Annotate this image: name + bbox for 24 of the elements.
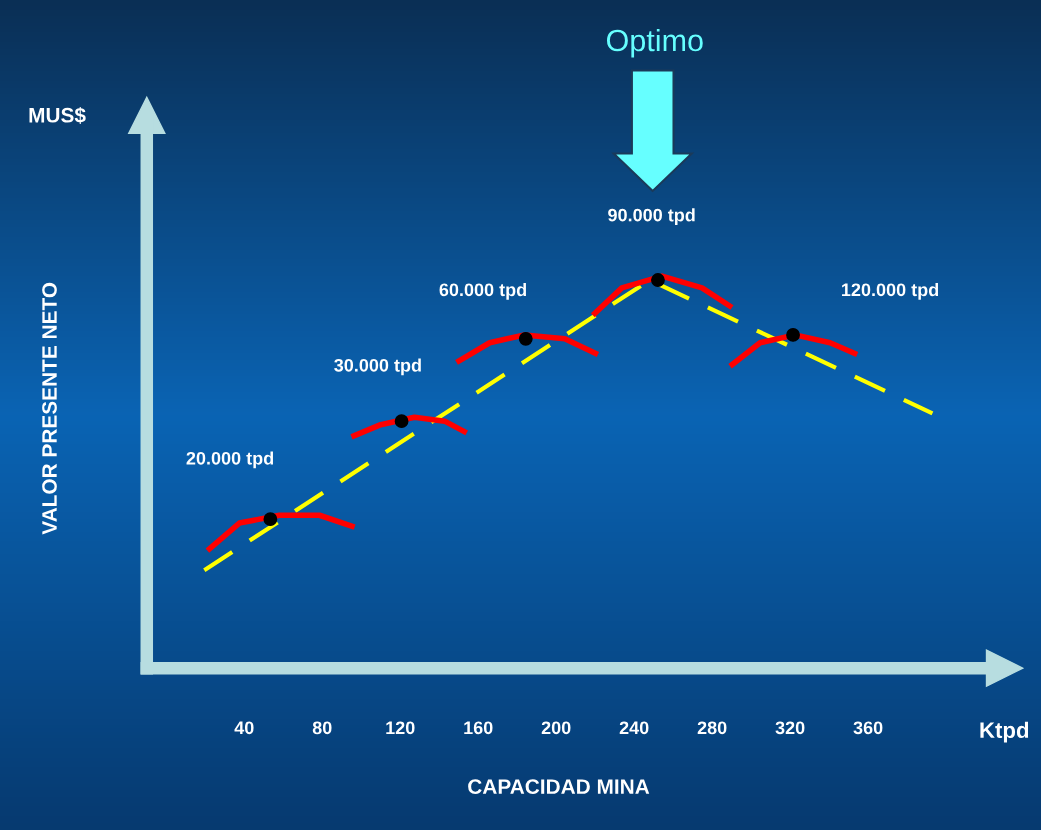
- annotation: 20.000 tpd: [186, 451, 274, 469]
- x-tick-label: 280: [697, 721, 727, 735]
- point: [518, 331, 533, 346]
- point: [786, 328, 800, 342]
- annotation: 120.000 tpd: [842, 282, 939, 300]
- x-tick-label: 120: [386, 721, 415, 735]
- x-tick-label: 360: [853, 721, 883, 735]
- text: Ktpd: [980, 721, 1029, 743]
- x-tick-label: 200: [541, 721, 571, 735]
- x-axis-title: CAPACIDAD MINA: [468, 779, 650, 795]
- point: [263, 512, 278, 527]
- annotation: 30.000 tpd: [334, 358, 421, 376]
- x-tick-label: 40: [234, 721, 254, 735]
- text: 90.000 tpd: [608, 208, 695, 226]
- y-axis-title: VALOR PRESENTE NETO: [42, 282, 57, 535]
- text: MUS$: [29, 106, 86, 124]
- x-tick-label: 240: [619, 721, 649, 735]
- point: [394, 414, 409, 429]
- text: Optimo: [607, 28, 703, 58]
- point: [651, 273, 665, 287]
- annotation: 60.000 tpd: [439, 282, 526, 300]
- x-tick-label: 80: [312, 721, 332, 735]
- x-tick-label: 320: [775, 721, 805, 735]
- x-tick-label: 160: [464, 721, 493, 735]
